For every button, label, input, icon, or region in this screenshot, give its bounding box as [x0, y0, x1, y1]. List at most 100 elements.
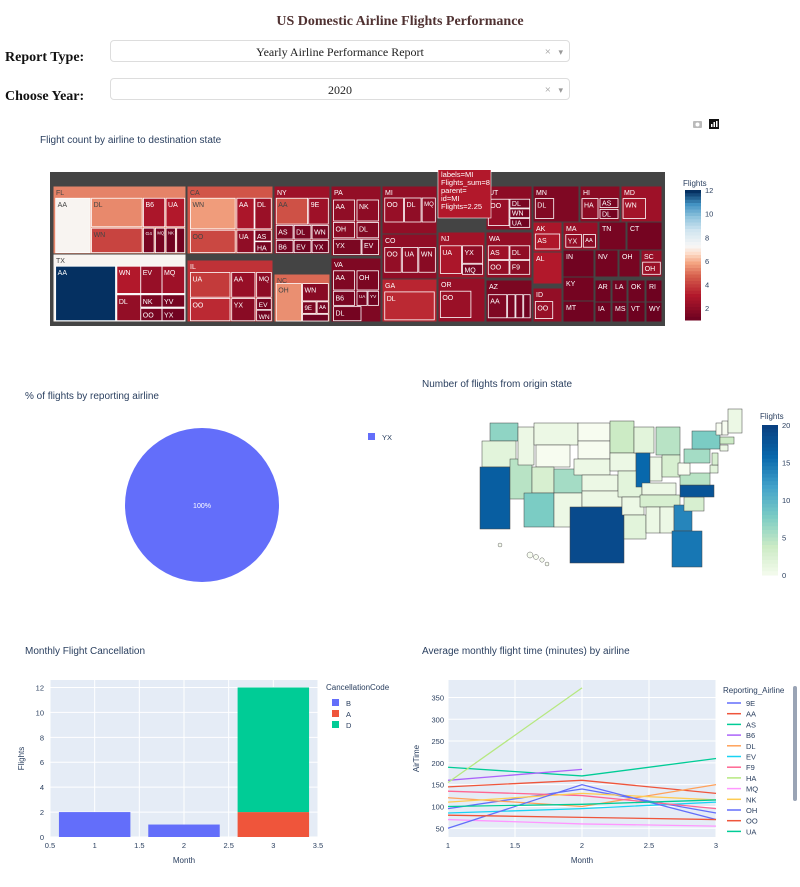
treemap-subtile-label: EV: [143, 270, 153, 277]
report-type-dropdown[interactable]: Yearly Airline Performance Report × ▾: [110, 40, 570, 62]
map-state-mi: [655, 426, 681, 456]
treemap-subtile-label: UA: [442, 250, 452, 257]
treemap-tile-label: RI: [649, 284, 656, 291]
line-ytick: 250: [431, 737, 444, 746]
chevron-down-icon[interactable]: ▾: [558, 47, 563, 57]
map-state-fl: [671, 530, 703, 568]
treemap-subtile-label: DL: [336, 311, 345, 318]
treemap-tile-label: CT: [630, 226, 640, 233]
treemap-colorbar-segment: [685, 196, 701, 201]
treemap-subtile-label: OO: [143, 312, 154, 319]
treemap-subtile-ca-ua: [236, 229, 255, 254]
pie-legend-label: YX: [382, 433, 392, 442]
treemap-subtile-ca-as: [254, 229, 272, 242]
treemap-colorbar-segment: [685, 251, 701, 256]
treemap-subtile-label: YX: [464, 250, 474, 257]
bar-xtick: 3: [271, 841, 275, 850]
treemap-colorbar-segment: [685, 277, 701, 282]
treemap-subtile-nj-mq: [462, 263, 484, 275]
line-legend-label: 9E: [746, 699, 755, 708]
map-colorbar-segment: [762, 563, 778, 568]
treemap-subtile-nc-oo: [302, 313, 329, 322]
treemap-subtile-pa-nk: [356, 199, 379, 222]
bar-xtick: 1.5: [134, 841, 144, 850]
map-state-id: [517, 426, 535, 466]
treemap-subtile-ny-dl: [293, 225, 312, 240]
treemap-subtile-ny-b6: [275, 240, 294, 254]
treemap-colorbar-segment: [685, 238, 701, 243]
map-colorbar-segment: [762, 541, 778, 546]
treemap-colorbar-segment: [685, 264, 701, 269]
treemap-subtile-label: AA: [336, 204, 346, 211]
treemap-subtile-label: YX: [568, 239, 578, 246]
treemap-subtile-az-oo: [507, 294, 516, 319]
map-colorbar-segment: [762, 567, 778, 572]
treemap-tile-ct: [626, 221, 663, 251]
map-state-mt: [533, 422, 579, 446]
treemap-tile-label: VA: [334, 262, 343, 269]
line-series-aa: [447, 779, 717, 795]
treemap-tile-label: OH: [622, 254, 633, 261]
map-colorbar-segment: [762, 436, 778, 441]
treemap-subtile-label: UA: [512, 220, 522, 227]
bar-legend-label: B: [346, 699, 351, 708]
bar-xtick: 0.5: [45, 841, 55, 850]
treemap-subtile-label: B6: [278, 244, 287, 251]
treemap-tile-label: WA: [489, 236, 500, 243]
treemap-subtile-label: DL: [359, 226, 368, 233]
bar-title: Monthly Flight Cancellation: [25, 646, 146, 657]
bar-chart[interactable]: 0 2 4 6 8 10 12 0.5 1 1.5 2 2.5 3 3.5 Month Flights Canc…: [10, 670, 400, 880]
map-colorbar-segment: [762, 481, 778, 486]
treemap-tile-mt: [562, 300, 595, 323]
treemap-subtile-pa-oh: [333, 222, 355, 239]
treemap-colorbar-segment: [685, 190, 701, 194]
map-island: [497, 542, 503, 548]
map-colorbar-segment: [762, 432, 778, 437]
line-legend-title: Reporting_Airline: [723, 686, 785, 695]
treemap-tile-label: GA: [385, 283, 395, 290]
map-state-ne: [573, 458, 611, 476]
map-state-oh: [661, 454, 681, 478]
treemap-subtile-label: OO: [490, 265, 501, 272]
treemap-subtile-co-wn: [418, 247, 436, 273]
treemap-subtile-fl-dl: [91, 197, 143, 228]
chevron-down-icon[interactable]: ▾: [558, 85, 563, 95]
treemap-hover-line: labels=MI: [441, 170, 473, 179]
clear-icon[interactable]: ×: [544, 46, 551, 58]
treemap-subtile-ca-aa: [236, 197, 255, 230]
choropleth-map[interactable]: Flights 0 5 10 15 20: [470, 405, 800, 585]
map-island: [544, 561, 550, 567]
map-state-pa: [683, 448, 711, 464]
treemap-subtile-label: AA: [336, 275, 346, 282]
treemap-subtile-mi-oo: [384, 197, 404, 223]
bar-ytick: 12: [36, 683, 44, 692]
treemap-colorbar-segment: [685, 216, 701, 220]
line-legend-label: DL: [746, 742, 756, 751]
treemap-subtile-label: YX: [336, 243, 346, 250]
treemap-subtile-label: NK: [143, 299, 153, 306]
map-colorbar-segment: [762, 518, 778, 523]
line-chart[interactable]: 50 100 150 200 250 300 350 1 1.5 2 2.5 3 Month AirTim…: [405, 670, 800, 880]
map-island: [539, 557, 545, 563]
bar-legend-label: D: [346, 721, 352, 730]
treemap-subtile-il-mq: [256, 272, 272, 298]
map-state-nh: [721, 420, 729, 436]
bar-ytick: 6: [40, 758, 44, 767]
treemap-subtile-label: AA: [585, 238, 593, 244]
bar-b-month-2: [148, 824, 220, 837]
line-series-nk: [447, 792, 717, 803]
treemap-tile-ms: [611, 301, 628, 323]
treemap-subtile-label: DL: [119, 299, 128, 306]
treemap-subtile-md-wn: [622, 198, 646, 219]
map-colorbar-segment: [762, 507, 778, 512]
treemap-subtile-fl-wn: [91, 227, 143, 254]
line-ylabel: AirTime: [412, 744, 421, 772]
treemap-subtile-ny-aa: [275, 197, 309, 225]
treemap-subtile-label: YX: [314, 244, 324, 251]
year-dropdown[interactable]: 2020 × ▾: [110, 78, 570, 100]
treemap-subtile-label: AS: [490, 250, 500, 257]
treemap-subtile-label: WN: [625, 203, 637, 210]
pie-chart[interactable]: 100% YX: [100, 420, 400, 600]
clear-icon[interactable]: ×: [544, 84, 551, 96]
